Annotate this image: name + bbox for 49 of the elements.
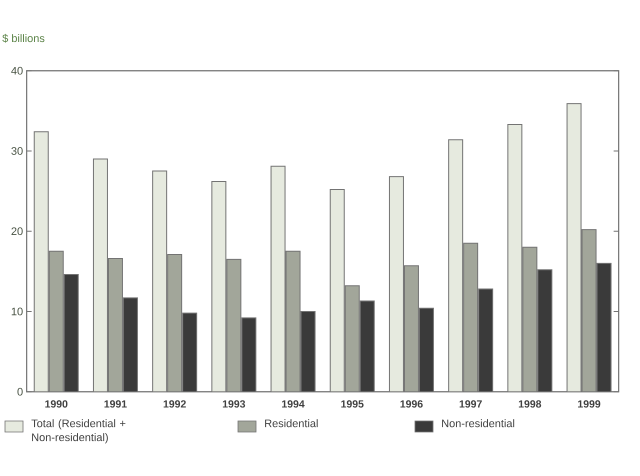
bar (152, 171, 167, 392)
x-tick-label: 1998 (518, 400, 542, 408)
y-tick-label: 0 (17, 388, 23, 396)
bar (418, 308, 434, 392)
bar (241, 317, 256, 392)
x-tick-label: 1993 (222, 400, 246, 408)
bar (330, 189, 345, 392)
bar (448, 139, 464, 392)
legend-label: Residential (265, 419, 318, 428)
x-tick-label: 1990 (45, 400, 68, 408)
x-tick-label: 1992 (164, 400, 186, 408)
bar (286, 250, 301, 392)
bar (404, 265, 419, 392)
bar (122, 297, 138, 392)
bar (92, 158, 108, 392)
x-tick-label: 1997 (460, 400, 482, 408)
bar (168, 254, 182, 392)
x-tick-label: 1996 (400, 400, 423, 408)
bar (463, 242, 478, 392)
bar (64, 274, 79, 392)
y-tick-label: 10 (12, 308, 23, 316)
legend-label: Total (Residential + Non-residential) (31, 419, 126, 444)
bar (582, 229, 597, 392)
bar (344, 285, 360, 392)
bar (478, 288, 494, 392)
y-axis-title: $ billions (2, 34, 44, 43)
bar (388, 176, 404, 392)
bar (226, 258, 242, 392)
x-tick-label: 1991 (104, 400, 127, 408)
bar (596, 262, 612, 392)
x-tick-label: 1994 (282, 400, 305, 408)
bar (34, 131, 49, 392)
bar (270, 166, 286, 392)
bar (360, 300, 375, 392)
y-tick-label: 40 (11, 66, 23, 75)
bar (48, 250, 64, 392)
bar (182, 313, 197, 392)
y-tick-label: 20 (11, 227, 23, 236)
bar (211, 180, 226, 392)
bar (537, 269, 552, 392)
bar (300, 310, 316, 392)
legend-label: Non-residential (442, 419, 514, 428)
x-tick-label: 1995 (341, 400, 364, 408)
bar (566, 103, 582, 392)
y-tick-label: 30 (11, 147, 23, 155)
bar (507, 124, 522, 392)
bar (522, 246, 538, 392)
bar (108, 258, 123, 392)
x-tick-label: 1999 (578, 400, 600, 408)
